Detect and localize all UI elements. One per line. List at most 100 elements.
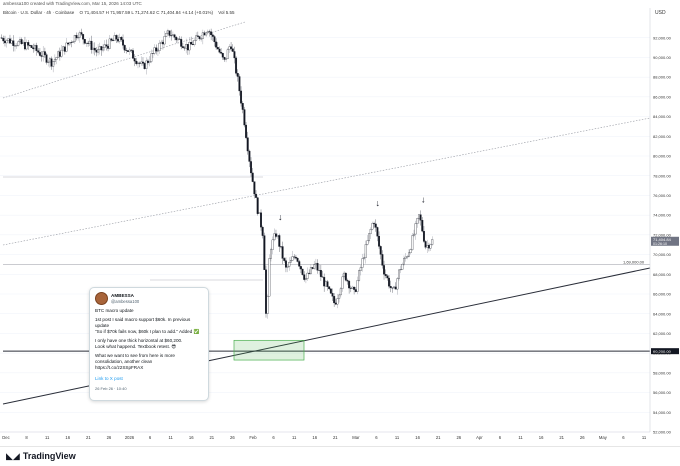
time-tick-label: 16 (312, 435, 317, 440)
candle-body (263, 235, 266, 270)
time-tick-label: 16 (415, 435, 420, 440)
candle-body (275, 233, 277, 237)
candle-body (102, 47, 105, 51)
price-tick-label: 74,000.00 (653, 213, 672, 218)
candle-body (288, 262, 291, 267)
candle-body (298, 261, 301, 267)
candle-body (373, 223, 376, 225)
post-text-4: What we want to see from here is more co… (95, 352, 175, 370)
candle-body (225, 58, 228, 60)
candle-body (230, 46, 233, 49)
candle-body (354, 289, 357, 292)
down-arrow-annotation: ↓ (278, 212, 283, 222)
candle-body (220, 52, 223, 54)
candle-body (255, 193, 257, 198)
candle-body (398, 269, 400, 279)
time-tick-label: 11 (395, 435, 400, 440)
annotation-arrows: ↓ ↓ ↓ (278, 194, 426, 222)
candle-body (151, 53, 154, 54)
candle-body (215, 41, 218, 48)
candle-body (374, 223, 377, 228)
time-tick-label: 6 (499, 435, 502, 440)
price-tick-label: 56,000.00 (653, 390, 672, 395)
post-link[interactable]: Link to X post (95, 375, 123, 381)
candle-body (245, 124, 248, 138)
candle-body (161, 41, 164, 45)
price-tick-label: 62,000.00 (653, 331, 672, 336)
embedded-x-post[interactable]: AMBESSA @ambessa100 BTC macro update 1st… (89, 287, 209, 401)
candle-body (336, 298, 339, 305)
candle-body (140, 61, 143, 64)
time-tick-label: 6 (149, 435, 152, 440)
candle-body (233, 51, 236, 59)
time-tick-label: Apr (476, 435, 483, 440)
time-tick-label: Dec (2, 435, 9, 440)
candle-body (180, 39, 183, 47)
candle-body (210, 31, 213, 36)
time-tick-label: 16 (539, 435, 544, 440)
price-tick-label: 60,000.00 (653, 351, 672, 356)
candle-body (7, 38, 10, 41)
candle-body (422, 231, 425, 242)
candle-body (268, 258, 271, 297)
candle-body (321, 276, 324, 278)
candle-body (368, 233, 371, 241)
candle-body (130, 49, 133, 51)
candle-body (88, 40, 91, 44)
candle-body (142, 61, 144, 64)
candle-body (364, 244, 367, 258)
candle-body (150, 53, 153, 62)
candle-body (339, 288, 342, 296)
candle-body (251, 172, 254, 182)
candle-body (301, 268, 304, 275)
candle-body (426, 245, 429, 248)
candle-body (278, 235, 281, 247)
candle-body (388, 277, 390, 287)
candle-body (14, 45, 16, 47)
candle-body (45, 54, 48, 63)
candle-body (83, 39, 86, 44)
candle-body (205, 32, 208, 36)
price-chart[interactable]: 1,69,000.00 60,200.00 ↓ ↓ ↓ 92,000.00 90,000… (0, 0, 680, 446)
price-tick-label: 72,000.00 (653, 232, 672, 237)
candle-body (414, 223, 417, 235)
candle-body (53, 59, 56, 62)
candle-body (283, 258, 286, 261)
candle-body (276, 235, 279, 237)
candle-body (85, 42, 88, 44)
candle-body (15, 45, 18, 47)
candle-body (25, 42, 28, 50)
down-arrow-annotation: ↓ (376, 198, 381, 208)
price-tick-label: 68,000.00 (653, 272, 672, 277)
candle-body (28, 45, 31, 47)
candle-body (30, 45, 33, 48)
tradingview-logo[interactable]: ◣◢ TradingView (6, 451, 76, 462)
candle-body (127, 50, 129, 52)
candle-body (93, 47, 96, 51)
brand-name: TradingView (22, 451, 76, 461)
candle-body (68, 42, 71, 45)
candle-body (195, 35, 198, 41)
candle-body (190, 41, 193, 45)
candle-body (386, 275, 389, 279)
candle-body (123, 45, 126, 51)
post-text-3: I only have one thick horizontal at $60,… (95, 337, 183, 349)
candle-body (306, 272, 309, 279)
candle-body (293, 256, 296, 258)
post-text-2: 1st post I said macro support $60k. In p… (95, 316, 200, 334)
candle-body (52, 61, 55, 67)
candle-body (353, 286, 356, 290)
candle-body (344, 272, 347, 281)
price-tick-label: 52,000.00 (653, 430, 672, 435)
candle-body (33, 45, 36, 50)
candle-body (383, 265, 385, 275)
price-tick-label: 90,000.00 (653, 55, 672, 60)
candle-body (75, 35, 78, 39)
candle-body (323, 277, 326, 287)
symbol-name[interactable]: Bitcoin · U.S. Dollar · 4h · Coinbase (3, 10, 75, 15)
candle-body (4, 40, 6, 44)
candle-body (408, 252, 410, 257)
candle-body (168, 30, 171, 36)
candle-body (191, 44, 194, 46)
candle-body (403, 258, 405, 265)
